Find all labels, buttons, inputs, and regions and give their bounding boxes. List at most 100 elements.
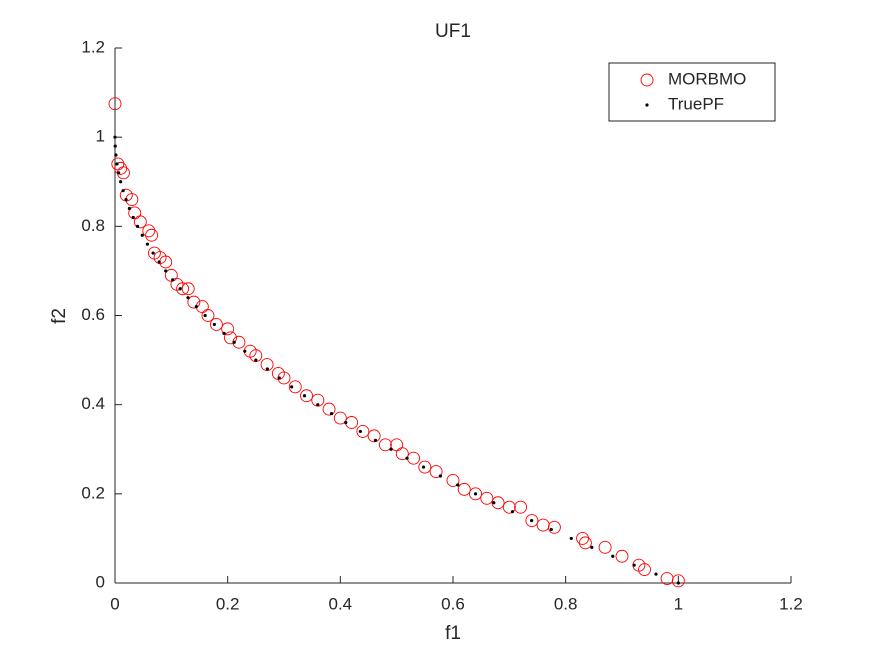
x-tick-label: 1.2 bbox=[779, 594, 803, 613]
x-tick-label: 1 bbox=[674, 594, 683, 613]
data-point bbox=[456, 483, 460, 487]
data-point bbox=[151, 251, 155, 255]
y-tick-label: 0 bbox=[96, 572, 105, 591]
data-point bbox=[576, 531, 590, 545]
data-point bbox=[578, 536, 592, 550]
data-point bbox=[429, 465, 443, 478]
data-point bbox=[300, 389, 313, 403]
data-point bbox=[145, 242, 150, 246]
y-tick-label: 1 bbox=[96, 127, 105, 146]
data-point bbox=[598, 540, 612, 554]
y-axis-label: f2 bbox=[49, 308, 70, 324]
data-point bbox=[438, 474, 442, 478]
data-point bbox=[638, 563, 651, 577]
data-point bbox=[547, 520, 561, 534]
data-point bbox=[222, 331, 226, 335]
data-point bbox=[187, 295, 201, 309]
data-point bbox=[186, 296, 190, 300]
data-point bbox=[290, 385, 294, 389]
data-point bbox=[178, 287, 182, 291]
data-point bbox=[632, 563, 636, 567]
data-point bbox=[405, 456, 409, 460]
data-point bbox=[378, 438, 392, 452]
x-tick-label: 0 bbox=[110, 594, 119, 613]
data-point bbox=[121, 189, 125, 193]
data-point bbox=[302, 394, 307, 398]
data-point bbox=[492, 501, 496, 505]
data-point bbox=[181, 282, 195, 296]
data-point bbox=[117, 171, 121, 175]
y-tick-label: 0.4 bbox=[81, 394, 105, 413]
legend-box bbox=[608, 62, 776, 122]
data-point bbox=[446, 474, 460, 487]
data-point bbox=[676, 581, 680, 585]
data-point bbox=[212, 322, 216, 327]
data-point bbox=[590, 545, 594, 549]
data-point bbox=[140, 233, 144, 237]
legend-marker bbox=[645, 103, 649, 107]
x-tick-label: 0.2 bbox=[216, 594, 240, 613]
data-point bbox=[243, 349, 247, 353]
legend-label: MORBMO bbox=[668, 69, 746, 88]
data-point bbox=[569, 536, 573, 541]
data-point bbox=[142, 224, 156, 238]
data-point bbox=[407, 451, 421, 465]
data-point bbox=[491, 496, 505, 510]
x-tick-label: 0.8 bbox=[554, 594, 578, 613]
data-point bbox=[127, 206, 132, 211]
x-tick-label: 0.4 bbox=[329, 594, 353, 613]
data-point bbox=[157, 260, 161, 264]
data-point bbox=[329, 411, 334, 416]
data-point bbox=[113, 135, 117, 139]
data-point bbox=[395, 447, 409, 461]
y-tick-label: 0.8 bbox=[81, 216, 105, 235]
data-point bbox=[502, 500, 516, 514]
y-tick-label: 0.6 bbox=[81, 305, 105, 324]
data-point bbox=[194, 304, 198, 309]
legend-marker bbox=[640, 73, 654, 87]
data-point bbox=[356, 424, 370, 438]
data-point bbox=[164, 269, 168, 273]
data-point bbox=[131, 215, 135, 220]
data-point bbox=[176, 282, 190, 296]
data-point bbox=[203, 313, 207, 318]
data-point bbox=[469, 487, 482, 501]
data-point bbox=[265, 367, 269, 371]
data-point bbox=[114, 153, 118, 157]
x-axis-label: f1 bbox=[445, 623, 461, 644]
chart-title: UF1 bbox=[435, 21, 471, 42]
data-point bbox=[457, 482, 471, 496]
data-point bbox=[333, 411, 347, 425]
y-tick-label: 0.2 bbox=[81, 483, 105, 502]
data-point bbox=[232, 340, 236, 344]
data-point bbox=[421, 465, 426, 469]
data-point bbox=[224, 331, 237, 345]
data-point bbox=[288, 380, 302, 394]
data-point bbox=[611, 554, 615, 558]
data-point bbox=[135, 224, 140, 228]
legend-label: TruePF bbox=[668, 94, 724, 113]
data-point bbox=[124, 197, 128, 202]
data-point bbox=[373, 438, 378, 442]
data-point bbox=[133, 215, 147, 229]
data-point bbox=[671, 574, 685, 588]
data-point bbox=[171, 278, 175, 282]
data-point bbox=[344, 420, 348, 425]
data-point bbox=[510, 510, 515, 514]
data-point bbox=[221, 322, 235, 336]
data-point bbox=[549, 527, 553, 532]
x-tick-label: 0.6 bbox=[441, 594, 465, 613]
data-point bbox=[367, 429, 381, 443]
data-point bbox=[115, 162, 119, 166]
data-point bbox=[201, 309, 215, 322]
data-point bbox=[473, 492, 478, 496]
data-point bbox=[114, 161, 128, 175]
data-point bbox=[345, 416, 359, 429]
data-point bbox=[108, 97, 122, 111]
data-point bbox=[418, 460, 432, 474]
data-point bbox=[389, 447, 393, 451]
data-point bbox=[525, 514, 539, 528]
data-point bbox=[316, 403, 320, 407]
